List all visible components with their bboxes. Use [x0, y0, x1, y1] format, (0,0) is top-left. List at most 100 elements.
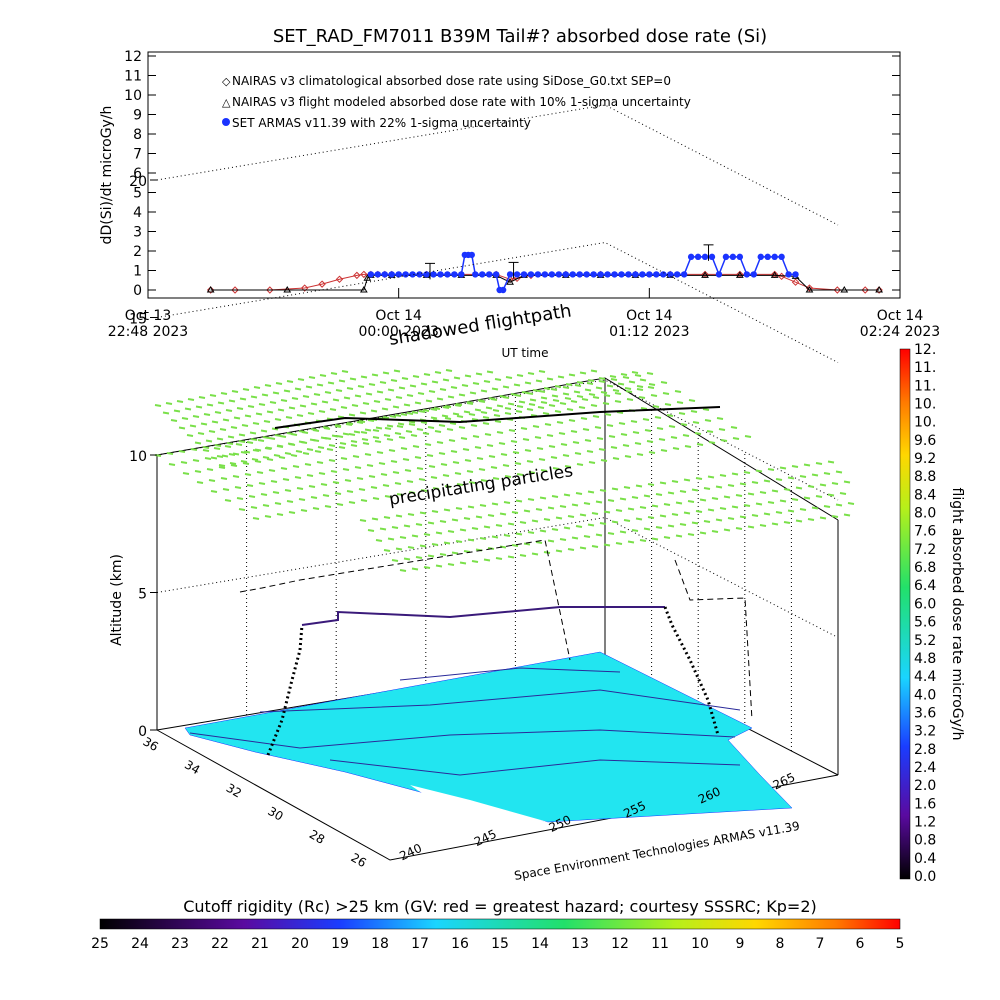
particle-dash — [282, 478, 290, 481]
particle-dash — [371, 517, 379, 521]
particle-dash — [340, 457, 348, 460]
particle-dash — [586, 450, 594, 453]
series-point-armas — [729, 253, 737, 261]
series-point-armas — [534, 271, 542, 278]
particle-dash — [492, 477, 500, 480]
particle-dash — [423, 533, 431, 536]
particle-dash — [264, 515, 272, 518]
particle-dash — [184, 407, 192, 411]
particle-dash — [334, 424, 342, 427]
particle-dash — [538, 458, 546, 461]
particle-dash — [373, 400, 381, 403]
particle-dash — [466, 470, 474, 473]
series-point-armas — [743, 271, 751, 278]
series-point-armas — [583, 271, 590, 278]
flight-path — [239, 406, 753, 756]
particle-dash — [580, 417, 588, 420]
particle-dash — [720, 439, 728, 442]
legend-entry-nairas-flight: NAIRAS v3 flight modeled absorbed dose r… — [232, 95, 691, 109]
rigidity-colorbar-tick-label: 5 — [896, 936, 905, 952]
particle-dash — [551, 495, 559, 498]
particle-dash — [435, 564, 443, 568]
series-point-armas — [541, 271, 549, 278]
particle-dash — [691, 488, 699, 492]
particle-dash — [419, 511, 427, 515]
particle-dash — [823, 505, 831, 508]
dose-colorbar-tick-label: 0.8 — [914, 833, 936, 849]
dose-colorbar-tick-label: 7.6 — [914, 524, 936, 540]
particle-dash — [563, 526, 571, 530]
particle-dash — [220, 392, 228, 395]
particle-dash — [395, 396, 403, 399]
particle-dash — [704, 419, 712, 422]
particle-dash — [411, 411, 419, 414]
particle-dash — [210, 490, 218, 493]
flight-path-projection — [239, 539, 571, 661]
particle-dash — [552, 399, 560, 402]
particle-dash — [595, 386, 603, 390]
particle-dash — [362, 442, 370, 445]
particle-dash — [648, 451, 656, 454]
particle-dash — [340, 406, 348, 409]
top-y-tick-label: 6 — [133, 166, 142, 182]
particle-dash — [787, 476, 795, 480]
particle-dash — [241, 424, 249, 427]
particle-dash — [642, 418, 650, 421]
particle-dash — [626, 398, 634, 401]
particle-dash — [659, 514, 667, 518]
particle-dash — [543, 387, 551, 390]
particle-dash — [286, 500, 294, 503]
particle-dash — [491, 502, 499, 506]
particle-dash — [783, 488, 791, 491]
particle-dash — [595, 500, 603, 504]
particle-dash — [550, 388, 558, 391]
particle-dash — [515, 499, 523, 503]
dose-colorbar-tick-label: 2.8 — [914, 742, 936, 758]
particle-dash — [502, 385, 510, 389]
particle-dash — [244, 473, 252, 476]
particle-dash — [607, 499, 615, 502]
particle-dash — [394, 482, 402, 485]
particle-dash — [300, 441, 308, 444]
particle-dash — [232, 475, 240, 478]
particle-dash — [403, 524, 411, 528]
particle-dash — [586, 382, 594, 385]
particle-dash — [516, 473, 524, 476]
particle-dash — [519, 521, 527, 524]
particle-dash — [458, 393, 466, 397]
particle-dash — [622, 376, 630, 379]
particle-dash — [598, 380, 606, 383]
series-point-nairas-clim — [231, 286, 239, 294]
particle-dash — [513, 383, 521, 387]
particle-dash — [495, 524, 503, 527]
road-4 — [399, 667, 621, 681]
particle-dash — [382, 416, 390, 419]
series-point-armas — [653, 271, 660, 278]
particle-dash — [332, 398, 340, 402]
particle-dash — [326, 448, 334, 451]
series-point-armas — [388, 271, 395, 278]
particle-dash — [371, 373, 379, 377]
series-point-armas — [513, 271, 521, 278]
particle-dash — [676, 401, 684, 404]
particle-dash — [192, 459, 200, 462]
particle-dash — [346, 490, 354, 493]
particle-dash — [638, 396, 646, 399]
particle-dash — [176, 400, 184, 403]
particle-dash — [414, 456, 422, 459]
particle-dash — [799, 508, 807, 511]
particle-dash — [763, 512, 771, 516]
particle-dash — [336, 435, 344, 438]
particle-dash — [296, 487, 304, 490]
particle-dash — [592, 396, 600, 399]
particle-dash — [707, 508, 715, 512]
particle-dash — [182, 472, 190, 475]
particle-dash — [356, 477, 364, 480]
particle-dash — [197, 432, 205, 435]
top-x-tick-label-line2: 22:48 2023 — [108, 324, 188, 340]
series-point-armas — [485, 271, 493, 278]
particle-dash — [474, 446, 482, 449]
particle-dash — [443, 508, 451, 512]
series-point-nairas-flight — [875, 286, 883, 293]
particle-dash — [491, 387, 499, 391]
